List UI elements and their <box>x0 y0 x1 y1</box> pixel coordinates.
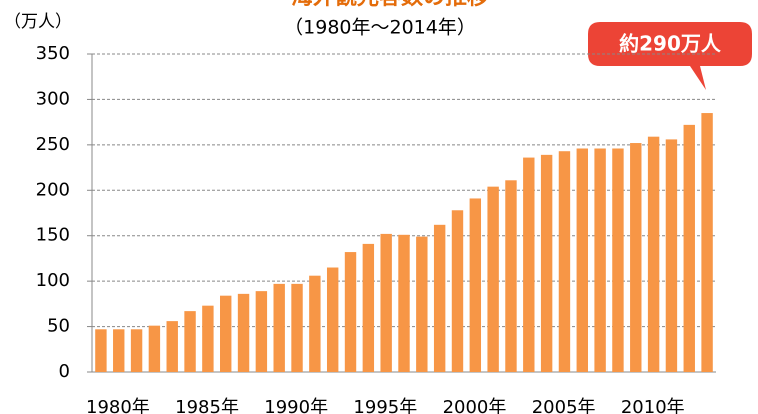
y-axis-label: （万人） <box>4 12 72 32</box>
bar <box>416 236 428 372</box>
y-tick-label: 50 <box>47 316 70 337</box>
x-tick-label: 1995年 <box>353 397 417 414</box>
bar <box>237 293 250 372</box>
bar <box>273 283 285 372</box>
bar <box>309 275 321 372</box>
y-tick-label: 300 <box>36 88 70 109</box>
callout-bubble <box>588 22 752 90</box>
bar <box>398 234 410 372</box>
bar <box>612 148 624 372</box>
bar <box>630 143 642 372</box>
bar <box>665 139 678 372</box>
bar <box>184 311 196 372</box>
bar <box>523 157 535 372</box>
y-tick-label: 0 <box>59 361 70 382</box>
bar <box>362 243 375 372</box>
x-tick-label: 2000年 <box>443 397 507 414</box>
bar <box>433 224 446 372</box>
bar <box>487 186 499 372</box>
bar <box>255 291 268 372</box>
bar <box>344 252 357 372</box>
bar <box>647 136 660 372</box>
bar <box>326 267 339 372</box>
bar <box>469 198 482 372</box>
bar <box>202 305 214 372</box>
bar <box>558 151 571 372</box>
bar <box>113 329 125 372</box>
bar <box>451 210 464 372</box>
callout: 約290万人 <box>588 22 752 90</box>
bar <box>166 321 178 372</box>
bar <box>594 148 606 372</box>
bar <box>540 154 553 372</box>
y-tick-label: 350 <box>36 43 70 64</box>
bar <box>291 283 303 372</box>
callout-text: 約290万人 <box>619 32 722 56</box>
bar <box>701 113 713 373</box>
bar <box>148 325 161 372</box>
bar <box>95 329 107 372</box>
bar <box>683 124 695 373</box>
chart-subtitle: （1980年～2014年） <box>284 17 476 39</box>
x-tick-label: 1985年 <box>175 397 239 414</box>
bar <box>505 180 517 372</box>
y-tick-label: 100 <box>36 270 70 291</box>
x-tick-label: 2005年 <box>532 397 596 414</box>
y-tick-label: 250 <box>36 134 70 155</box>
x-tick-label: 1990年 <box>264 397 328 414</box>
y-tick-label: 200 <box>36 179 70 200</box>
x-tick-label: 2010年 <box>621 397 685 414</box>
bar <box>576 148 588 372</box>
bar <box>130 329 143 372</box>
y-tick-label: 150 <box>36 225 70 246</box>
x-tick-label: 1980年 <box>86 397 150 414</box>
chart-title: 海外観光客数の推移 <box>291 0 489 10</box>
bar <box>380 233 392 372</box>
bar <box>220 295 232 372</box>
